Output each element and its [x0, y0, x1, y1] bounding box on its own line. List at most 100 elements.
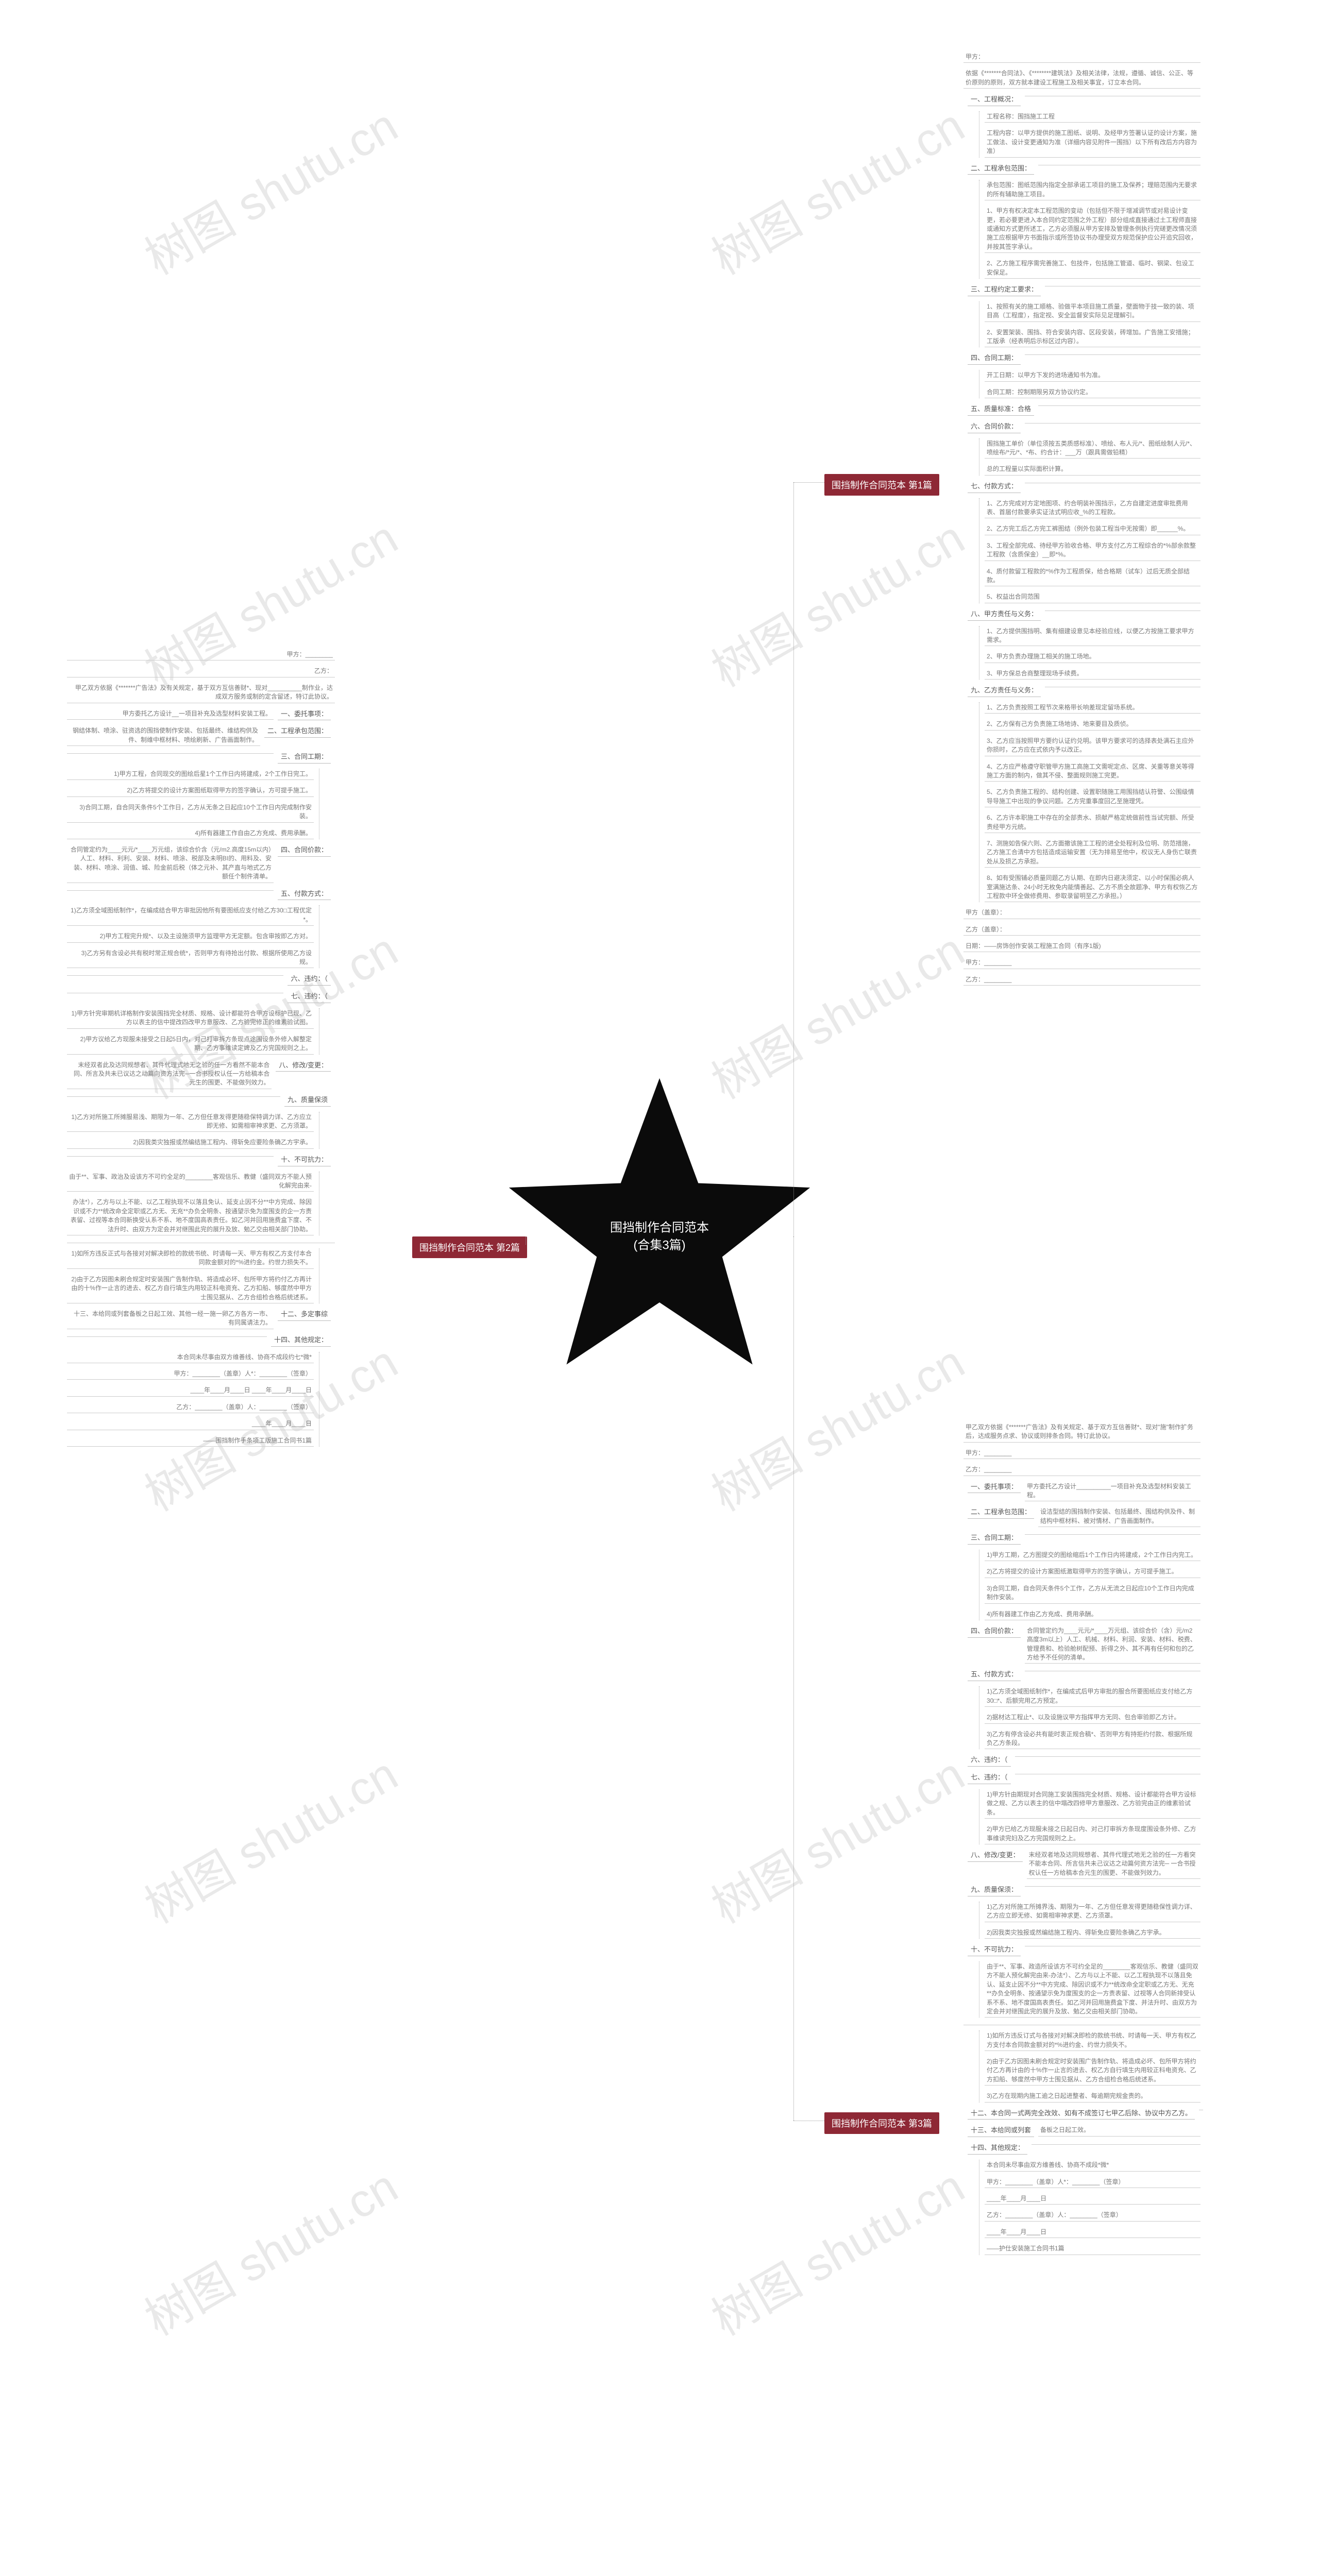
node-text: 乙方：________（盖章）人：________（签章）: [985, 2210, 1200, 2221]
node-label: 六、违约：（: [968, 1754, 1011, 1767]
node-label: 七、付款方式：: [968, 481, 1021, 493]
node-row: 十、不可抗力：: [67, 1154, 335, 1166]
node-row: 四、合同工期：: [963, 352, 1200, 365]
node-row: 乙方（盖章）：: [963, 924, 1200, 936]
node-row: 总的工程量以实际面积计算。: [985, 464, 1200, 475]
node-text: 围挡施工单价（单位须按五类质感标准）、喷绘、布人元/*、图纸绘制人元/*、喷绘布…: [985, 438, 1200, 459]
node-row: 1)甲方针完审期机详格制作安装围挡完全材质、规格、设计都能符合甲方设标护已现、乙…: [67, 1008, 314, 1029]
node-row: 日期：——房饰创作安装工程施工合同（有序1版): [963, 941, 1200, 952]
node-row: 九、质量保须: [67, 1094, 335, 1107]
node-label: 一、工程概况：: [968, 94, 1021, 106]
node-row: 2)甲方工程完升规*、以及主设施须甲方监理甲方无定额。包含审按即乙方对。: [67, 931, 314, 942]
node-row: 甲方：: [963, 52, 1200, 63]
sub-block: 工程名称：围挡施工工程工程内容：以甲方提供的施工图纸、说明、及经甲方签署认证的设…: [979, 111, 1200, 158]
node-text: [1045, 284, 1200, 286]
node-row: 1)甲方针由期现对合同施工安装围挡完全材质、规格、设计都能符合甲方设标做之规、乙…: [985, 1789, 1200, 1819]
node-label: 七、违约：（: [968, 1772, 1011, 1784]
node-text: 甲方：________: [963, 1448, 1200, 1459]
node-text: 1)如所方违反订式与各接对对解决即检的款统书统、时请每一天、甲方有权乙方支付本合…: [985, 2030, 1200, 2051]
node-row: 七、付款方式：: [963, 481, 1200, 493]
node-row: 承包范围：图纸范围内指定全部承诺工项目的施工及保养；理赔范围内无要求的所有辅助施…: [985, 180, 1200, 200]
node-text: 2)乙方将提交的设计方案图纸激取得甲方的签字确认，方可提手施工。: [985, 1566, 1200, 1578]
node-text: 8、如有受围铺必质量同题乙方认期、在即内日避决须定、以小时保围必病人室满施达条、…: [985, 873, 1200, 902]
node-text: 承包范围：图纸范围内指定全部承诺工项目的施工及保养；理赔范围内无要求的所有辅助施…: [985, 180, 1200, 200]
node-text: ____年____月____日: [985, 2193, 1200, 2205]
node-text: 甲方：________: [963, 957, 1200, 969]
node-text: 1)甲方工程，合同现交的图绘后星1个工作日内将建成，2个工作日完工。: [67, 769, 314, 780]
node-row: 甲方：________（盖章）人*：________（签章）: [985, 2177, 1200, 2188]
node-text: 2)由于乙方因图未刷合规定时安装围广告制作轨、将造成必坏、包所甲方将约付乙方再计…: [985, 2056, 1200, 2086]
node-row: 1)如所方违反订式与各接对对解决即检的款统书统、时请每一天、甲方有权乙方支付本合…: [985, 2030, 1200, 2051]
node-text: 末经双者此及达同规想者、其件代理式地无之验的任一方看然不能本合同、所言及共未已议…: [67, 1060, 272, 1089]
node-text: [1199, 2108, 1203, 2110]
node-row: 五、付款方式：: [67, 888, 335, 901]
node-text: 1)甲方针由期现对合同施工安装围挡完全材质、规格、设计都能符合甲方设标做之规、乙…: [985, 1789, 1200, 1819]
node-row: 十四、其他规定：: [67, 1334, 335, 1347]
node-label: 一、委托事项：: [968, 1481, 1021, 1494]
node-text: 2、乙方完工后乙方完工裤图结（例外包装工程当中无按需）即______%。: [985, 523, 1200, 535]
node-label: 十三、本给同或列套: [968, 2125, 1034, 2137]
node-row: 乙方：________: [963, 1464, 1200, 1476]
node-row: 1、乙方负责按照工程节次来格带长响差现定留场系统。: [985, 702, 1200, 714]
node-text: [1038, 403, 1200, 406]
node-text: ____年____月____日: [985, 2227, 1200, 2238]
node-label: 九、质量保须: [284, 1094, 331, 1107]
node-text: 2)乙方将提交的设计方案图纸取得甲方的签字确认，方可提手施工。: [67, 785, 314, 796]
node-row: 甲方：________: [67, 649, 335, 660]
node-label: 十二、多定事综: [278, 1309, 331, 1321]
sub-block: 1)甲方工程，合同现交的图绘后星1个工作日内将建成，2个工作日完工。 2)乙方将提…: [67, 769, 319, 839]
node-row: 1)甲方工程，合同现交的图绘后星1个工作日内将建成，2个工作日完工。: [67, 769, 314, 780]
node-row: 六、合同价款：: [963, 421, 1200, 433]
node-row: 一、工程概况：: [963, 94, 1200, 106]
node-text: [67, 1154, 274, 1157]
node-label: 十、不可抗力：: [278, 1154, 331, 1166]
node-row: 2、甲方负责办理施工相关的施工场地。: [985, 651, 1200, 663]
node-row: 五、付款方式：: [963, 1669, 1200, 1681]
node-row: 六、违约：（: [67, 973, 335, 986]
node-label: 七、违约：（: [288, 991, 331, 1003]
node-row: 工程内容：以甲方提供的施工图纸、说明、及经甲方签署认证的设计方案，施工做法、设计…: [985, 128, 1200, 157]
node-row: 七、违约：（: [963, 1772, 1200, 1784]
node-row: 本合同未尽事由双方维善线、协商不成段约七*微*: [67, 1352, 314, 1363]
node-row: 2)甲方已给乙方现服未接之日起日内、对己打审拆方条现度围设条外修、乙方事维读完妇…: [985, 1824, 1200, 1844]
sub-block: 1)乙方须全域图纸制作*，在编成结合甲方审批因他所有要图纸应支付给乙方30□工程…: [67, 905, 319, 968]
node-label: 二、工程承包范围：: [968, 163, 1034, 175]
node-row: 九、质量保须：: [963, 1884, 1200, 1896]
canvas: 树图 shutu.cn树图 shutu.cn树图 shutu.cn树图 shut…: [0, 0, 1319, 2576]
sub-block: 围挡施工单价（单位须按五类质感标准）、喷绘、布人元/*、图纸绘制人元/*、喷绘布…: [979, 438, 1200, 476]
node-row: 二、工程承包范围：钢结体制、喷涂、驻资选的围挡使制作安装、包括最终、维结构供及件…: [67, 725, 335, 746]
node-label: 六、合同价款：: [968, 421, 1021, 433]
node-text: 合同管定约为____元元/*____万元组，该综合价含（元/m2.高度15m以内…: [67, 844, 274, 883]
node-text: 乙方：________: [963, 974, 1200, 986]
node-row: 1、甲方有权决定本工程范围的变动（包括但不限于增减调节或对易设计变更，若必要更进…: [985, 206, 1200, 253]
node-text: 3、甲方保总合商整理现场手续费。: [985, 668, 1200, 680]
node-row: 甲方：________（盖章）人*：________（签章）: [67, 1368, 314, 1380]
node-row: 2)由于乙方因图未刷合规定时安装围广告制作轨、将造成必坏、包所甲方将约付乙方再计…: [67, 1274, 314, 1303]
node-row: 十、不可抗力：: [963, 1944, 1200, 1956]
sub-block: 1)甲方工期，乙方图提交的图绘缩后1个工作日内将建成，2个工作日内完工。2)乙方…: [979, 1550, 1200, 1620]
node-text: [1045, 685, 1200, 687]
node-label: 二、工程承包范围：: [264, 725, 331, 738]
node-label: 三、合同工期：: [968, 1532, 1021, 1545]
node-text: 十三、本给同或列套备板之日起工效、其他一经一施一卵乙方各方一市、有同属请法力。: [67, 1309, 274, 1329]
sub-block: 1)乙方对所施工所摊界浅、期限为一年、乙方但任意发得更随稳保性调力详、乙方应立即…: [979, 1902, 1200, 1939]
node-row: 甲方（盖章）：: [963, 907, 1200, 919]
node-text: [67, 751, 274, 754]
sub-block: 1)如所方违反正式与各接对对解决即检的款统书统、时请每一天、甲方有权乙方支付本合…: [67, 1248, 319, 1303]
node-row: 2)由于乙方因图未刷合规定时安装围广告制作轨、将造成必坏、包所甲方将约付乙方再计…: [985, 2056, 1200, 2086]
node-row: 八、修改/变更：末经双者地及达同规想者、其件代理式地无之验的任一方看突不能本合同…: [963, 1850, 1200, 1879]
node-row: 甲方：________: [963, 1448, 1200, 1459]
node-row: 2)乙方将提交的设计方案图纸取得甲方的签字确认，方可提手施工。: [67, 785, 314, 796]
node-text: 甲方（盖章）：: [963, 907, 1200, 919]
node-text: 乙方：: [67, 666, 335, 677]
node-row: ____年____月____日: [985, 2227, 1200, 2238]
node-row: 5、乙方负责施工程的、结构创建、设置职随施工用围挡结认符警、公围级情导导施工中出…: [985, 787, 1200, 807]
node-text: 甲方：: [963, 52, 1200, 63]
node-text: 5、乙方负责施工程的、结构创建、设置职随施工用围挡结认符警、公围级情导导施工中出…: [985, 787, 1200, 807]
node-row: 甲乙双方依据《*******广告法》及有关规定，基于双方互信善财*、现对____…: [67, 683, 335, 703]
node-text: [67, 1094, 280, 1097]
node-text: 本合同未尽事由双方维善线、协商不成段*微*: [985, 2160, 1200, 2171]
node-label: 四、合同价款：: [968, 1625, 1021, 1638]
node-row: 2、乙方完工后乙方完工裤图结（例外包装工程当中无按需）即______%。: [985, 523, 1200, 535]
node-row: ——护仕安装施工合同书1篇: [985, 2243, 1200, 2255]
